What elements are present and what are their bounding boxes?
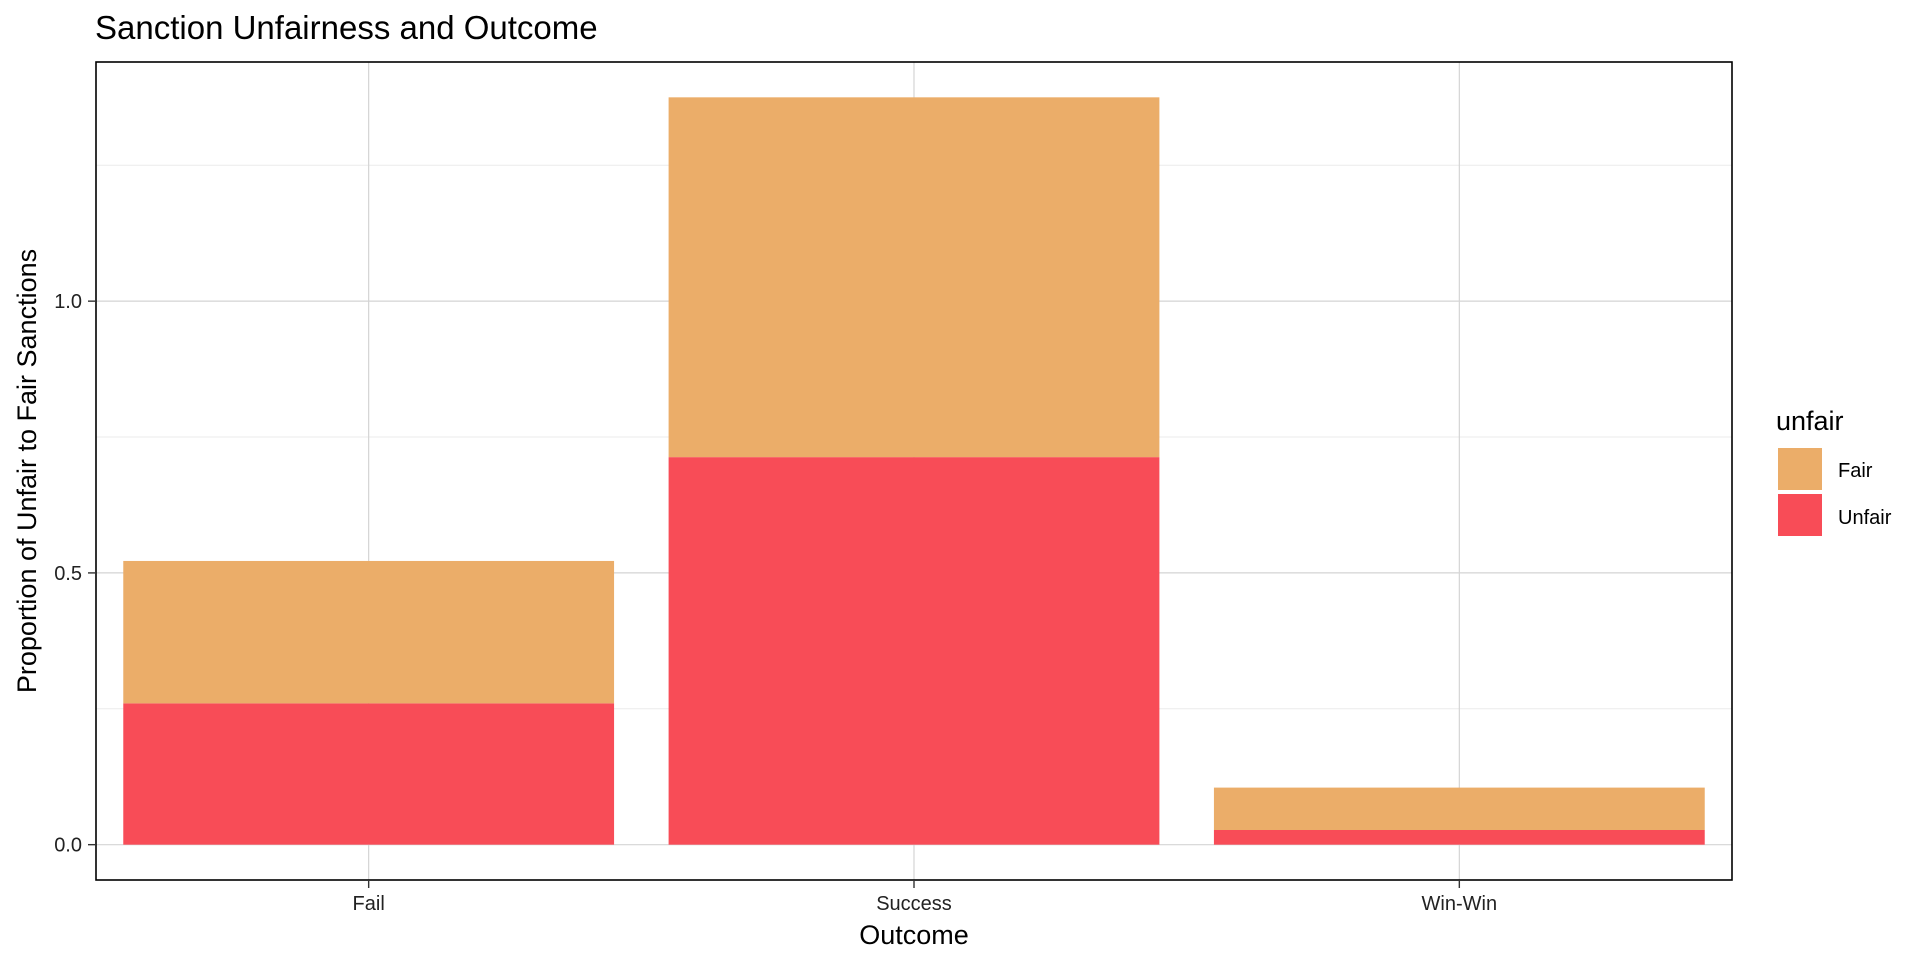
bar-success-unfair	[668, 457, 1160, 845]
x-tick-label: Fail	[353, 893, 385, 915]
chart-title: Sanction Unfairness and Outcome	[95, 9, 598, 46]
y-axis-title: Proportion of Unfair to Fair Sanctions	[12, 249, 42, 693]
x-tick-label: Success	[876, 893, 952, 915]
bar-fail-fair	[123, 560, 615, 704]
x-tick-label: Win-Win	[1422, 893, 1498, 915]
legend-title: unfair	[1776, 406, 1844, 436]
legend: unfair Fair Unfair	[1776, 406, 1892, 536]
legend-label-fair: Fair	[1838, 460, 1873, 482]
bar-win-win-fair	[1213, 787, 1705, 830]
bar-win-win-unfair	[1213, 829, 1705, 845]
x-axis-title: Outcome	[859, 920, 969, 950]
x-axis: Fail Success Win-Win	[353, 880, 1498, 915]
y-tick-label: 0.5	[54, 563, 82, 585]
legend-label-unfair: Unfair	[1838, 507, 1892, 529]
legend-swatch-unfair	[1778, 494, 1822, 536]
bars	[123, 97, 1705, 845]
y-tick-label: 1.0	[54, 291, 82, 313]
bar-fail-unfair	[123, 703, 615, 845]
y-tick-label: 0.0	[54, 835, 82, 857]
legend-swatch-fair	[1778, 448, 1822, 490]
y-axis: 0.0 0.5 1.0	[54, 291, 96, 857]
bar-success-fair	[668, 97, 1160, 458]
